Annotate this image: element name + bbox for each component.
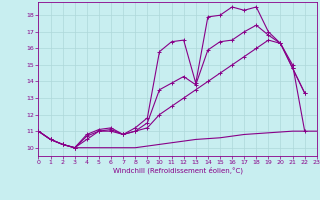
X-axis label: Windchill (Refroidissement éolien,°C): Windchill (Refroidissement éolien,°C) <box>113 167 243 174</box>
